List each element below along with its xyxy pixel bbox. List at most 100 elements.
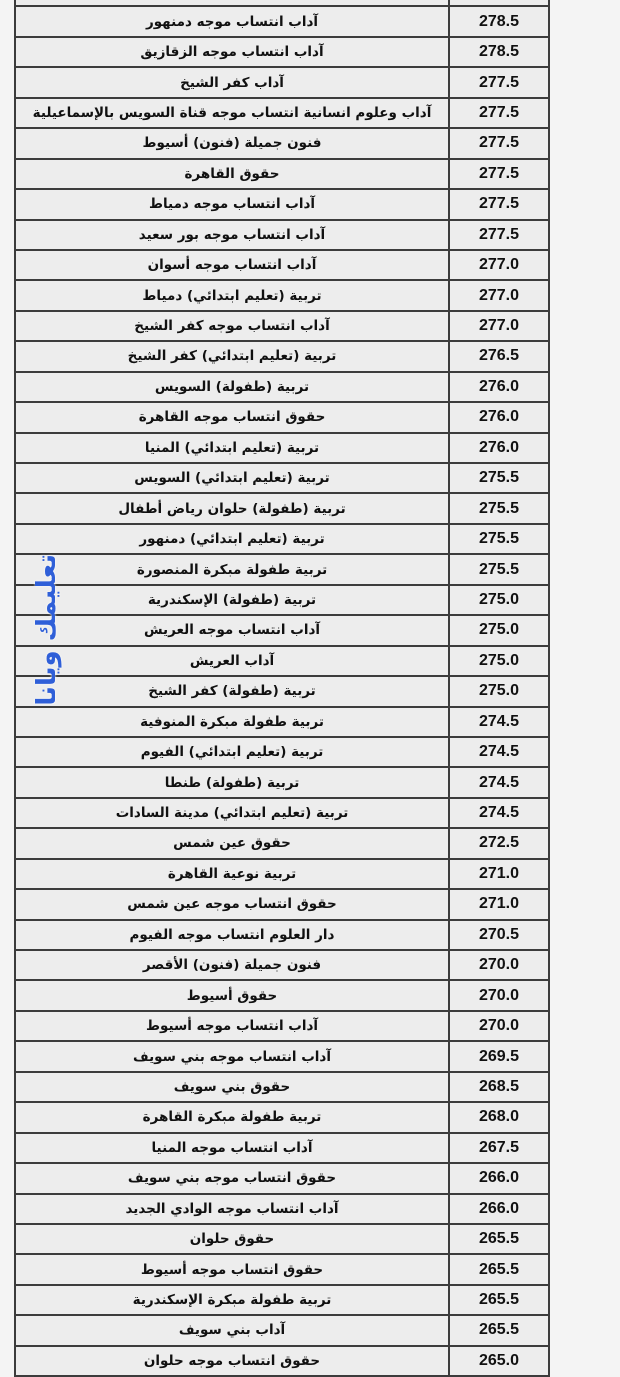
faculty-name-cell: [14, 0, 450, 8]
table-row: 275.0 تربية (طفولة) الإسكندرية: [14, 583, 550, 617]
table-row: 277.5 آداب انتساب موجه بور سعيد: [14, 218, 550, 251]
score-cell: 276.0: [448, 370, 550, 404]
score-cell: 270.0: [448, 1009, 550, 1043]
faculty-name-cell: آداب انتساب موجه أسيوط: [14, 1009, 450, 1043]
faculty-name-cell: تربية (طفولة) السويس: [14, 370, 450, 404]
score-cell: 275.5: [448, 461, 550, 495]
faculty-name-cell: آداب انتساب موجه دمنهور: [14, 5, 450, 38]
score-cell: 277.5: [448, 218, 550, 251]
score-cell: 274.5: [448, 705, 550, 738]
faculty-name-cell: تربية طفولة مبكرة المنوفية: [14, 705, 450, 738]
table-row: 275.0 آداب العريش: [14, 644, 550, 678]
faculty-name-cell: آداب كفر الشيخ: [14, 66, 450, 99]
score-cell: 275.5: [448, 522, 550, 556]
table-row: 269.5 آداب انتساب موجه بني سويف: [14, 1040, 550, 1073]
table-row: 265.5 حقوق انتساب موجه أسيوط: [14, 1253, 550, 1286]
faculty-name-cell: حقوق بني سويف: [14, 1070, 450, 1104]
faculty-name-cell: تربية (طفولة) الإسكندرية: [14, 583, 450, 617]
table-row: 277.5 آداب وعلوم انسانية انتساب موجه قناة…: [14, 96, 550, 130]
score-cell: 277.0: [448, 248, 550, 282]
faculty-name-cell: آداب انتساب موجه دمياط: [14, 188, 450, 221]
faculty-name-cell: آداب انتساب موجه بور سعيد: [14, 218, 450, 251]
table-row: 278.5 آداب انتساب موجه دمنهور: [14, 5, 550, 38]
faculty-name-cell: حقوق انتساب موجه القاهرة: [14, 401, 450, 434]
faculty-name-cell: تربية طفولة مبكرة المنصورة: [14, 553, 450, 586]
faculty-name-cell: حقوق انتساب موجه بني سويف: [14, 1162, 450, 1195]
faculty-name-cell: آداب انتساب موجه العريش: [14, 614, 450, 647]
score-cell: 274.5: [448, 766, 550, 799]
faculty-name-cell: تربية (تعليم ابتدائي) الفيوم: [14, 735, 450, 769]
faculty-name-cell: تربية نوعية القاهرة: [14, 857, 450, 891]
table-row: 276.0 حقوق انتساب موجه القاهرة: [14, 401, 550, 434]
table-row: 277.5 آداب انتساب موجه دمياط: [14, 188, 550, 221]
score-cell: 271.0: [448, 888, 550, 921]
score-cell: 268.0: [448, 1101, 550, 1134]
table-row: 271.0 حقوق انتساب موجه عين شمس: [14, 888, 550, 921]
faculty-name-cell: آداب انتساب موجه الوادي الجديد: [14, 1192, 450, 1225]
faculty-name-cell: تربية (طفولة) كفر الشيخ: [14, 675, 450, 708]
faculty-name-cell: آداب انتساب موجه بني سويف: [14, 1040, 450, 1073]
score-cell: 267.5: [448, 1131, 550, 1165]
faculty-name-cell: تربية (تعليم ابتدائي) دمنهور: [14, 522, 450, 556]
score-cell: 276.0: [448, 401, 550, 434]
table-row: 277.5 حقوق القاهرة: [14, 157, 550, 191]
score-cell: 265.5: [448, 1314, 550, 1347]
score-cell: [448, 0, 550, 8]
score-cell: 277.5: [448, 188, 550, 221]
table-row: 274.5 تربية (تعليم ابتدائي) الفيوم: [14, 735, 550, 769]
table-row: 275.0 تربية (طفولة) كفر الشيخ: [14, 675, 550, 708]
score-cell: 275.0: [448, 644, 550, 678]
faculty-name-cell: دار العلوم انتساب موجه الفيوم: [14, 918, 450, 952]
table-row: 266.0 حقوق انتساب موجه بني سويف: [14, 1162, 550, 1195]
score-cell: 277.5: [448, 157, 550, 191]
faculty-name-cell: حقوق حلوان: [14, 1222, 450, 1256]
table-row: 265.0 حقوق انتساب موجه حلوان: [14, 1344, 550, 1377]
faculty-name-cell: آداب انتساب موجه الزقازيق: [14, 35, 450, 69]
score-cell: 276.0: [448, 431, 550, 465]
table-row: 271.0 تربية نوعية القاهرة: [14, 857, 550, 891]
faculty-name-cell: تربية (تعليم ابتدائي) السويس: [14, 461, 450, 495]
faculty-name-cell: حقوق أسيوط: [14, 979, 450, 1012]
score-cell: 277.0: [448, 309, 550, 343]
score-cell: 265.5: [448, 1283, 550, 1317]
table-row: 277.0 آداب انتساب موجه كفر الشيخ: [14, 309, 550, 343]
faculty-name-cell: حقوق انتساب موجه عين شمس: [14, 888, 450, 921]
faculty-name-cell: آداب انتساب موجه كفر الشيخ: [14, 309, 450, 343]
score-cell: 275.0: [448, 675, 550, 708]
faculty-name-cell: حقوق انتساب موجه أسيوط: [14, 1253, 450, 1286]
score-cell: 275.5: [448, 492, 550, 525]
table-row: 277.5 آداب كفر الشيخ: [14, 66, 550, 99]
scores-table: 278.5 آداب انتساب موجه دمنهور 278.5 آداب ان…: [14, 0, 550, 1377]
score-cell: 265.0: [448, 1344, 550, 1377]
table-row: 270.5 دار العلوم انتساب موجه الفيوم: [14, 918, 550, 952]
table-row: 270.0 فنون جميلة (فنون) الأقصر: [14, 948, 550, 982]
faculty-name-cell: آداب وعلوم انسانية انتساب موجه قناة السو…: [14, 96, 450, 130]
score-cell: 266.0: [448, 1162, 550, 1195]
score-cell: 266.0: [448, 1192, 550, 1225]
score-cell: 271.0: [448, 857, 550, 891]
faculty-name-cell: آداب العريش: [14, 644, 450, 678]
faculty-name-cell: آداب انتساب موجه أسوان: [14, 248, 450, 282]
score-cell: 275.5: [448, 553, 550, 586]
table-row: 276.0 تربية (طفولة) السويس: [14, 370, 550, 404]
score-cell: 276.5: [448, 340, 550, 373]
watermark: تعليمك ويانا: [32, 554, 62, 706]
faculty-name-cell: فنون جميلة (فنون) الأقصر: [14, 948, 450, 982]
faculty-name-cell: آداب بني سويف: [14, 1314, 450, 1347]
table-row: 265.5 تربية طفولة مبكرة الإسكندرية: [14, 1283, 550, 1317]
table-row: 270.0 حقوق أسيوط: [14, 979, 550, 1012]
faculty-name-cell: تربية طفولة مبكرة الإسكندرية: [14, 1283, 450, 1317]
faculty-name-cell: فنون جميلة (فنون) أسيوط: [14, 127, 450, 160]
table-row: 274.5 تربية طفولة مبكرة المنوفية: [14, 705, 550, 738]
table-row: 277.0 آداب انتساب موجه أسوان: [14, 248, 550, 282]
table-row: 275.5 تربية طفولة مبكرة المنصورة: [14, 553, 550, 586]
score-cell: 275.0: [448, 614, 550, 647]
faculty-name-cell: تربية (طفولة) طنطا: [14, 766, 450, 799]
score-cell: 265.5: [448, 1222, 550, 1256]
score-cell: 277.5: [448, 96, 550, 130]
table-row: 276.5 تربية (تعليم ابتدائي) كفر الشيخ: [14, 340, 550, 373]
faculty-name-cell: تربية (تعليم ابتدائي) دمياط: [14, 279, 450, 312]
score-cell: 268.5: [448, 1070, 550, 1104]
faculty-name-cell: تربية (تعليم ابتدائي) المنيا: [14, 431, 450, 465]
table-row: 278.5 آداب انتساب موجه الزقازيق: [14, 35, 550, 69]
